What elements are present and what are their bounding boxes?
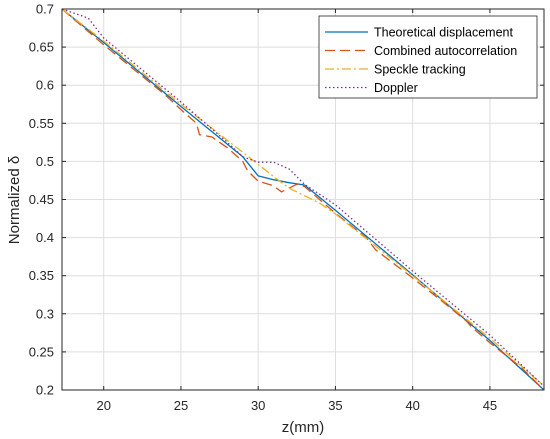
y-tick-label: 0.65	[29, 40, 54, 55]
y-tick-label: 0.7	[36, 2, 54, 17]
x-tick-label: 20	[96, 398, 110, 413]
legend: Theoretical displacement Combined autocor…	[318, 15, 538, 99]
x-tick-label: 40	[405, 398, 419, 413]
legend-label-0: Theoretical displacement	[374, 26, 513, 40]
series-line-1	[61, 8, 545, 391]
y-tick-label: 0.2	[36, 383, 54, 398]
x-tick-label: 25	[174, 398, 188, 413]
legend-label-1: Combined autocorrelation	[374, 44, 517, 58]
x-tick-label: 35	[328, 398, 342, 413]
series-line-3	[61, 8, 545, 387]
x-axis-label: z(mm)	[282, 419, 324, 436]
y-tick-label: 0.25	[29, 344, 54, 359]
series-line-2	[61, 8, 545, 387]
y-axis-ticks: 0.2 0.25 0.3 0.35 0.4 0.45 0.5 0.55 0.6 0.65 0.7	[29, 2, 544, 398]
x-tick-label: 30	[251, 398, 265, 413]
x-axis-ticks: 20 25 30 35 40 45	[96, 9, 497, 413]
grid	[62, 8, 544, 391]
legend-label-3: Doppler	[374, 81, 418, 95]
series-lines	[61, 8, 545, 391]
y-axis-label: Normalized δ	[6, 156, 23, 244]
y-tick-label: 0.35	[29, 268, 54, 283]
y-tick-label: 0.45	[29, 192, 54, 207]
y-tick-label: 0.3	[36, 306, 54, 321]
series-line-0	[61, 8, 545, 391]
y-tick-label: 0.5	[36, 154, 54, 169]
x-tick-label: 45	[483, 398, 497, 413]
legend-box	[318, 15, 538, 99]
legend-label-2: Speckle tracking	[374, 63, 466, 77]
y-tick-label: 0.55	[29, 116, 54, 131]
y-tick-label: 0.4	[36, 230, 54, 245]
y-tick-label: 0.6	[36, 78, 54, 93]
